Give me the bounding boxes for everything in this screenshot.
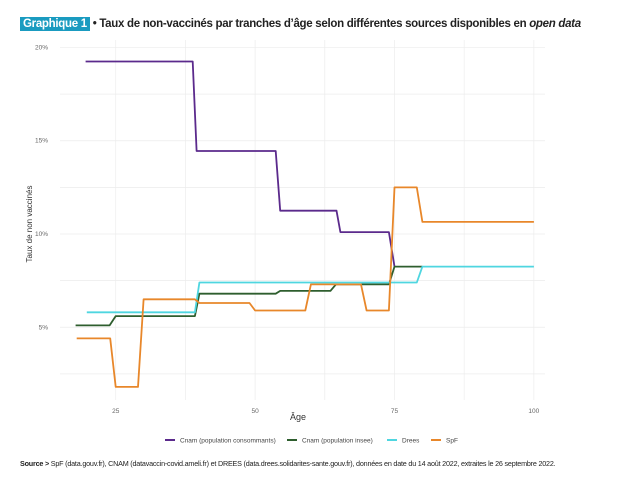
y-tick-label: 5%: [39, 324, 49, 331]
y-tick-label: 20%: [35, 44, 48, 51]
y-tick-label: 10%: [35, 231, 48, 238]
title-main: • Taux de non-vaccinés par tranches d’âg…: [89, 18, 530, 30]
title-italic: open data: [529, 18, 581, 30]
legend-label: Cnam (population insee): [302, 438, 373, 445]
line-chart: 25 50 75 100 5% 10% 15% 20% Âge Taux de non vac…: [25, 40, 545, 445]
legend: Cnam (population consommants) Cnam (popul…: [165, 438, 458, 445]
series-lines: [75, 60, 534, 388]
x-axis-label: Âge: [290, 412, 306, 422]
series-line-spf: [76, 186, 534, 388]
x-tick-label: 25: [112, 408, 120, 415]
grid: [60, 40, 545, 400]
legend-label: SpF: [446, 438, 458, 445]
chart-title: Graphique 1 • Taux de non-vaccinés par t…: [20, 17, 610, 31]
series-line-drees: [86, 265, 534, 314]
legend-label: Cnam (population consommants): [180, 438, 276, 445]
source-note: Source > SpF (data.gouv.fr), CNAM (datav…: [20, 459, 610, 468]
source-text: SpF (data.gouv.fr), CNAM (datavaccin-cov…: [48, 459, 556, 468]
legend-label: Drees: [402, 438, 420, 445]
tick-labels: 25 50 75 100 5% 10% 15% 20%: [35, 44, 540, 415]
x-tick-label: 75: [391, 408, 399, 415]
y-axis-label: Taux de non vaccinés: [25, 186, 34, 263]
x-tick-label: 50: [251, 408, 259, 415]
figure-tag: Graphique 1: [20, 17, 90, 31]
series-line-cnam-population-insee: [75, 265, 423, 327]
y-tick-label: 15%: [35, 138, 48, 145]
x-tick-label: 100: [528, 408, 539, 415]
series-line-cnam-population-consommants: [85, 60, 396, 267]
source-label: Source >: [20, 459, 49, 468]
